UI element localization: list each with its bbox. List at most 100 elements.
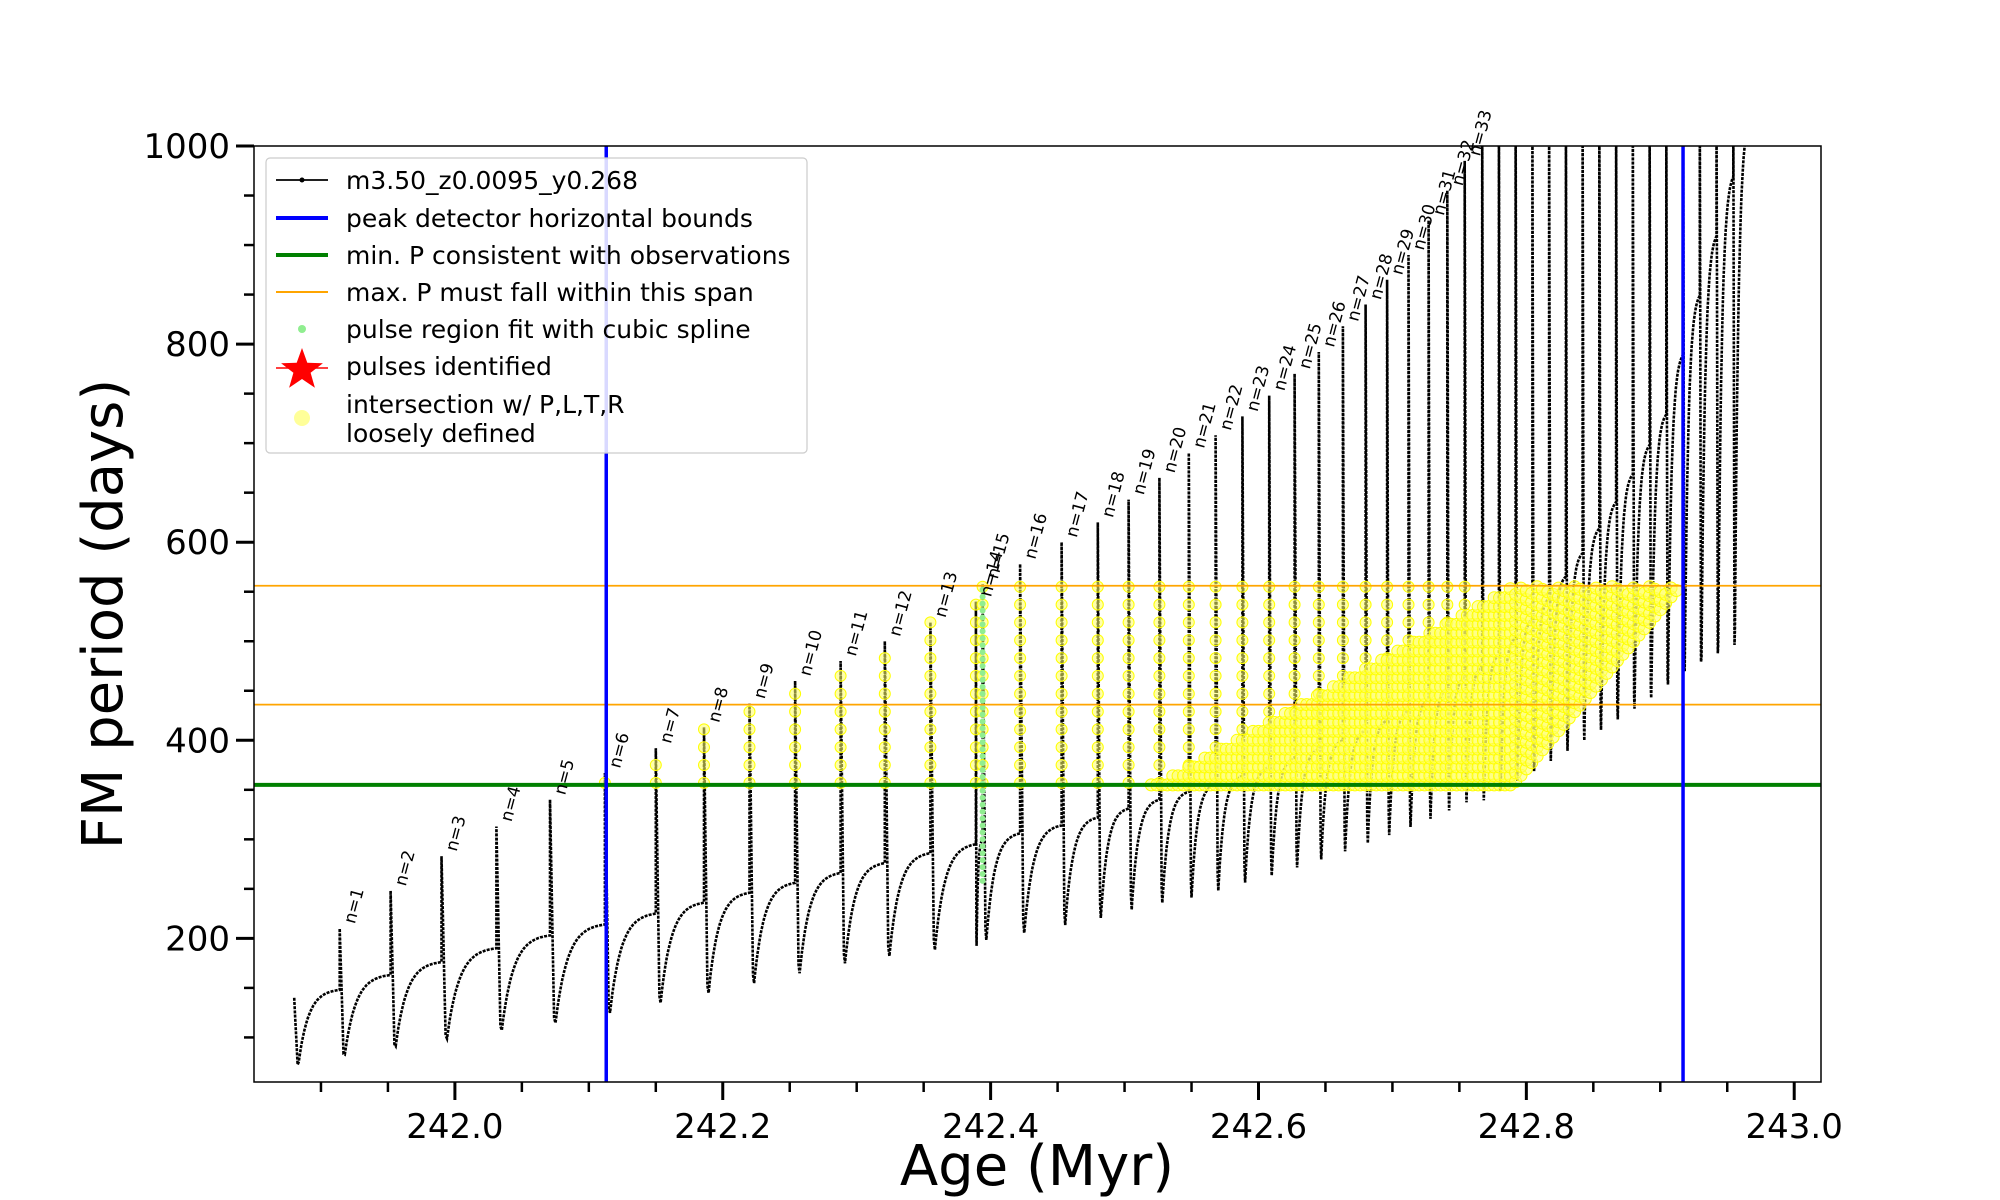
spline-marker xyxy=(979,836,986,843)
spline-marker xyxy=(979,850,986,857)
spline-marker xyxy=(979,683,986,690)
yellow-marker xyxy=(1209,616,1222,629)
spline-marker xyxy=(979,725,986,732)
yellow-marker xyxy=(743,705,756,718)
spline-marker xyxy=(979,676,986,683)
yellow-marker xyxy=(1336,616,1349,629)
legend-label: max. P must fall within this span xyxy=(346,278,754,307)
yellow-marker xyxy=(1288,652,1301,665)
spline-marker xyxy=(979,808,986,815)
yellow-marker xyxy=(1055,705,1068,718)
spline-marker xyxy=(979,822,986,829)
yellow-marker xyxy=(834,705,847,718)
yellow-marker xyxy=(924,616,937,629)
yellow-marker xyxy=(743,741,756,754)
series-line-m3.50 xyxy=(292,146,1746,1066)
yellow-marker xyxy=(789,705,802,718)
yellow-marker xyxy=(1381,634,1394,647)
yellow-marker xyxy=(1014,616,1027,629)
yellow-marker xyxy=(789,687,802,700)
y-axis-title: FM period (days) xyxy=(71,379,136,849)
yellow-marker xyxy=(1182,598,1195,611)
yellow-marker xyxy=(1359,580,1372,593)
spline-marker xyxy=(979,857,986,864)
spline-marker xyxy=(979,607,986,614)
x-tick-label: 242.8 xyxy=(1478,1107,1575,1147)
yellow-marker xyxy=(1091,616,1104,629)
yellow-marker xyxy=(1209,705,1222,718)
yellow-marker xyxy=(1458,598,1471,611)
yellow-marker xyxy=(1091,759,1104,771)
yellow-marker xyxy=(1263,669,1276,682)
yellow-marker xyxy=(1312,598,1325,611)
x-tick-label: 242.2 xyxy=(674,1107,771,1147)
y-tick-label: 1000 xyxy=(143,127,230,167)
yellow-marker xyxy=(878,705,891,718)
spline-marker xyxy=(979,746,986,753)
yellow-marker xyxy=(1153,741,1166,754)
yellow-marker xyxy=(1014,634,1027,647)
yellow-marker xyxy=(924,687,937,700)
y-tick-label: 800 xyxy=(165,325,230,365)
yellow-marker xyxy=(1182,723,1195,736)
yellow-marker xyxy=(698,723,710,736)
yellow-marker xyxy=(1402,616,1415,629)
yellow-marker xyxy=(1336,580,1349,593)
yellow-marker xyxy=(1359,652,1372,665)
yellow-marker xyxy=(1091,741,1104,754)
yellow-marker xyxy=(878,687,891,700)
yellow-marker xyxy=(878,652,891,665)
yellow-marker xyxy=(1422,616,1435,629)
spline-marker xyxy=(979,690,986,697)
yellow-marker xyxy=(1236,580,1249,593)
yellow-marker xyxy=(1153,580,1166,593)
spline-marker xyxy=(979,787,986,794)
spline-marker xyxy=(979,864,986,871)
yellow-marker xyxy=(834,669,847,682)
yellow-marker xyxy=(1153,652,1166,665)
yellow-marker xyxy=(1014,580,1027,593)
yellow-marker xyxy=(789,741,802,754)
spline-marker xyxy=(979,718,986,725)
spline-marker xyxy=(979,704,986,711)
yellow-marker xyxy=(1236,705,1249,718)
yellow-marker xyxy=(1236,723,1249,736)
yellow-marker xyxy=(1182,580,1195,593)
spline-marker xyxy=(979,711,986,718)
yellow-marker xyxy=(1209,652,1222,665)
spline-markers xyxy=(979,586,986,884)
yellow-marker xyxy=(1336,634,1349,647)
yellow-marker xyxy=(1236,634,1249,647)
yellow-marker xyxy=(1359,634,1372,647)
yellow-marker xyxy=(1336,652,1349,665)
plot-area xyxy=(254,146,1821,1082)
yellow-marker xyxy=(1312,616,1325,629)
yellow-marker xyxy=(1122,741,1135,754)
yellow-marker xyxy=(1055,652,1068,665)
yellow-marker xyxy=(834,759,847,771)
axes: 242.0 242.2 242.4 242.6 242.8 243.0 200 400 600 8… xyxy=(143,127,1842,1147)
spline-marker xyxy=(979,732,986,739)
spline-marker xyxy=(979,621,986,628)
yellow-marker xyxy=(1091,669,1104,682)
yellow-marker xyxy=(1263,634,1276,647)
spline-marker xyxy=(979,829,986,836)
yellow-marker xyxy=(1336,598,1349,611)
yellow-marker xyxy=(1209,634,1222,647)
yellow-marker xyxy=(1014,687,1027,700)
yellow-marker xyxy=(1122,634,1135,647)
yellow-marker xyxy=(1182,634,1195,647)
yellow-marker xyxy=(1288,616,1301,629)
yellow-marker xyxy=(1312,634,1325,647)
yellow-marker xyxy=(1359,616,1372,629)
yellow-marker xyxy=(1153,598,1166,611)
y-tick-label: 600 xyxy=(165,523,230,563)
yellow-marker xyxy=(743,723,756,736)
yellow-marker xyxy=(1014,598,1027,611)
yellow-marker xyxy=(924,652,937,665)
yellow-marker xyxy=(924,634,937,647)
spline-marker xyxy=(979,614,986,621)
yellow-marker xyxy=(1263,705,1276,718)
yellow-marker xyxy=(1091,598,1104,611)
yellow-marker xyxy=(878,669,891,682)
